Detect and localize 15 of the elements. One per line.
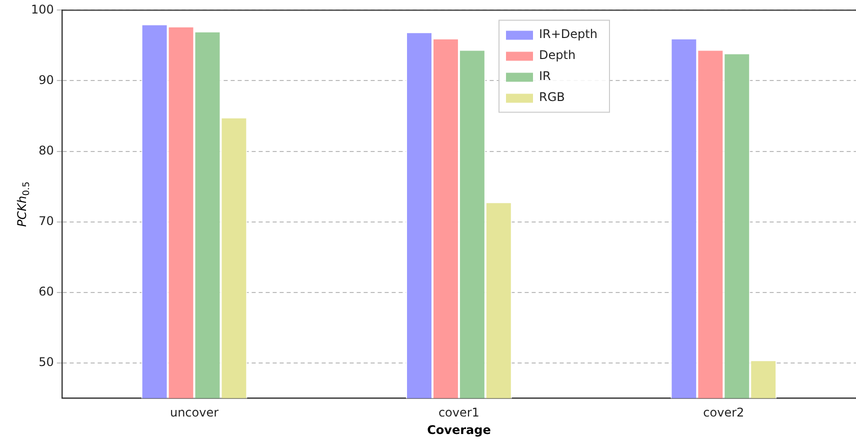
x-tick-label: uncover xyxy=(170,406,219,420)
y-tick-label: 60 xyxy=(38,284,54,299)
y-tick-label: 50 xyxy=(38,355,54,370)
y-tick-label: 70 xyxy=(38,214,54,228)
legend-label: IR xyxy=(539,68,551,83)
y-axis-title: PCKh0.5 xyxy=(15,181,32,227)
x-tick-label: cover1 xyxy=(438,406,480,420)
legend-label: RGB xyxy=(539,90,565,104)
legend-label: IR+Depth xyxy=(539,26,598,41)
y-tick-label: 90 xyxy=(38,72,54,87)
y-tick-label: 80 xyxy=(38,143,54,158)
y-tick-label: 100 xyxy=(31,2,54,16)
legend-label: Depth xyxy=(539,48,576,62)
x-tick-label: cover2 xyxy=(703,406,744,420)
x-axis-title: Coverage xyxy=(427,422,491,437)
